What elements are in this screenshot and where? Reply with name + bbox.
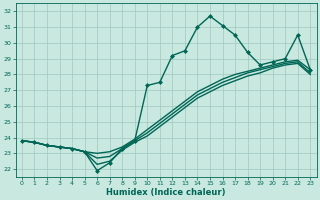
X-axis label: Humidex (Indice chaleur): Humidex (Indice chaleur) [106,188,226,197]
